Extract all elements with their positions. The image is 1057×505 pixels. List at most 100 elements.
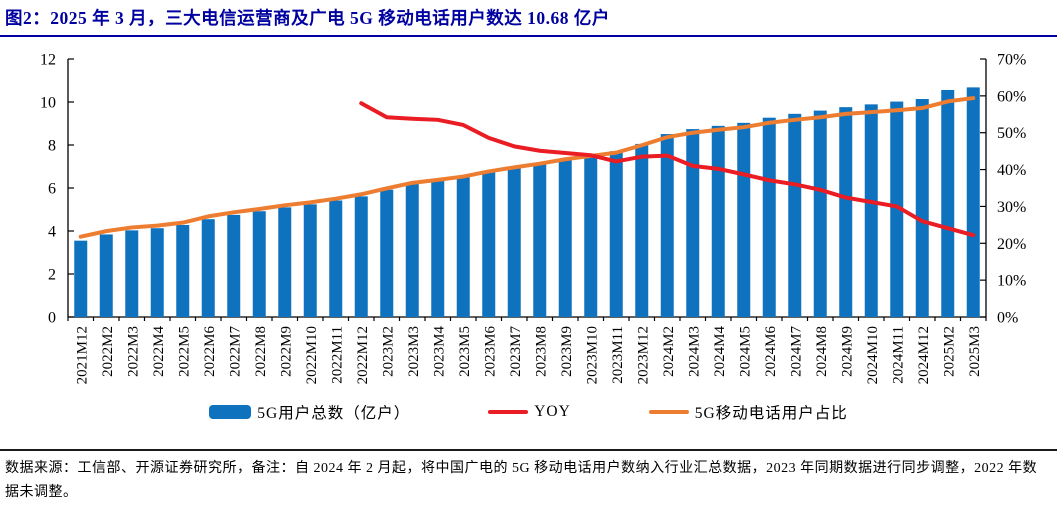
bar-2023M10: [584, 154, 598, 317]
x-axis-label: 2023M2: [380, 326, 396, 377]
x-axis-label: 2022M12: [355, 326, 371, 384]
x-axis-label: 2023M3: [406, 326, 422, 377]
bar-2024M12: [915, 98, 929, 317]
x-axis-label: 2024M9: [839, 326, 855, 377]
bar-2022M6: [201, 219, 215, 317]
bar-2023M6: [482, 171, 496, 317]
x-axis-label: 2023M8: [533, 326, 549, 377]
chart-legend: 5G用户总数（亿户） YOY 5G移动电话用户占比: [0, 397, 1057, 427]
x-axis-label: 2024M12: [916, 326, 932, 384]
y-axis-left-label: 10: [40, 95, 56, 112]
legend-item-yoy: YOY: [488, 403, 571, 421]
x-axis-label: 2024M7: [788, 326, 804, 377]
x-axis-label: 2024M3: [686, 326, 702, 377]
bar-2022M9: [278, 207, 292, 317]
y-axis-left-label: 2: [48, 267, 56, 284]
bar-2025M2: [941, 89, 955, 318]
bar-2024M10: [864, 104, 878, 318]
bar-2022M12: [354, 196, 368, 317]
y-axis-left-label: 4: [48, 224, 56, 241]
x-axis-label: 2023M10: [584, 326, 600, 384]
bar-2022M2: [99, 234, 113, 317]
x-axis-label: 2024M2: [661, 326, 677, 377]
x-axis-label: 2023M11: [610, 326, 626, 384]
legend-label: 5G用户总数（亿户）: [257, 405, 411, 422]
y-axis-left-label: 8: [48, 138, 56, 155]
bar-2024M5: [737, 122, 751, 317]
y-axis-right-label: 50%: [997, 125, 1026, 142]
chart-canvas: 0 2 4 6 8 10 12 0% 10% 20% 30% 40% 50% 60% 70% 2021M12 2…: [40, 52, 1026, 385]
x-axis-label: 2023M7: [508, 326, 524, 377]
x-axis-label: 2024M4: [712, 326, 728, 377]
x-axis-label: 2022M2: [100, 326, 116, 377]
x-axis-label: 2022M7: [227, 326, 243, 377]
bar-2022M7: [227, 214, 241, 317]
bar-2023M3: [405, 183, 419, 317]
bar-2022M5: [176, 224, 190, 317]
bar-2025M3: [966, 87, 980, 317]
x-axis-label: 2023M12: [635, 326, 651, 384]
y-axis-right-label: 10%: [997, 273, 1026, 290]
bar-2022M10: [303, 204, 317, 317]
legend-bar-swatch: [209, 405, 252, 419]
bar-2022M11: [329, 200, 343, 317]
x-axis-label: 2021M12: [74, 326, 90, 384]
source-note: 数据来源：工信部、开源证券研究所，备注：自 2024 年 2 月起，将中国广电的…: [0, 449, 1057, 505]
bar-2024M7: [788, 113, 802, 317]
y-axis-right-label: 40%: [997, 162, 1026, 179]
y-axis-right-label: 60%: [997, 88, 1026, 105]
bar-2022M3: [125, 230, 139, 317]
y-axis-left-label: 6: [48, 181, 56, 198]
x-axis-label: 2024M6: [763, 326, 779, 377]
x-axis-label: 2024M11: [890, 326, 906, 384]
x-axis-label: 2022M3: [125, 326, 141, 377]
y-axis-right-label: 70%: [997, 52, 1026, 69]
x-axis-label: 2025M2: [941, 326, 957, 377]
y-axis-right-label: 0%: [997, 310, 1018, 327]
page-title: 图2：2025 年 3 月，三大电信运营商及广电 5G 移动电话用户数达 10.…: [0, 0, 1057, 37]
yoy-line: [359, 101, 976, 238]
share-line: [78, 96, 976, 239]
chart-area: 0 2 4 6 8 10 12 0% 10% 20% 30% 40% 50% 60% 70% 2021M12 2…: [0, 37, 1057, 397]
bar-2024M11: [890, 101, 904, 317]
x-axis-label: 2024M8: [814, 326, 830, 377]
x-axis-label: 2023M9: [559, 326, 575, 377]
legend-yoy-line-swatch: [488, 409, 529, 415]
x-axis-label: 2022M8: [253, 326, 269, 377]
bar-2024M9: [839, 107, 853, 317]
x-axis-label: 2023M4: [431, 326, 447, 377]
bar-2023M2: [380, 189, 394, 317]
y-axis-left-label: 0: [48, 310, 56, 327]
x-axis-label: 2024M5: [737, 326, 753, 377]
x-axis-label: 2025M3: [967, 326, 983, 377]
x-axis-label: 2024M10: [865, 326, 881, 384]
legend-share-line-swatch: [648, 409, 689, 415]
bar-2021M12: [74, 240, 88, 317]
bar-2023M4: [431, 180, 445, 317]
bar-2023M5: [456, 177, 470, 317]
x-axis-label: 2022M4: [151, 326, 167, 377]
bar-2024M6: [762, 117, 776, 317]
legend-label: 5G移动电话用户占比: [694, 405, 848, 422]
bar-2024M8: [813, 110, 827, 317]
bar-2022M8: [252, 211, 266, 317]
x-axis-label: 2022M5: [176, 326, 192, 377]
x-axis-label: 2022M10: [304, 326, 320, 384]
bar-2023M12: [635, 143, 649, 317]
bar-2023M7: [507, 167, 521, 317]
x-axis-label: 2022M9: [278, 326, 294, 377]
y-axis-right-label: 30%: [997, 199, 1026, 216]
x-axis-label: 2023M5: [457, 326, 473, 377]
legend-item-5g-users: 5G用户总数（亿户）: [209, 401, 410, 423]
bar-2024M2: [660, 134, 674, 317]
y-axis-left-label: 12: [40, 52, 56, 69]
bar-2023M8: [533, 163, 547, 317]
bar-2023M9: [558, 158, 572, 317]
bar-2024M3: [686, 129, 700, 317]
y-axis-right-label: 20%: [997, 236, 1026, 253]
x-axis-label: 2022M11: [329, 326, 345, 384]
bar-2023M11: [609, 151, 623, 317]
x-axis-label: 2023M6: [482, 326, 498, 377]
x-axis-label: 2022M6: [202, 326, 218, 377]
